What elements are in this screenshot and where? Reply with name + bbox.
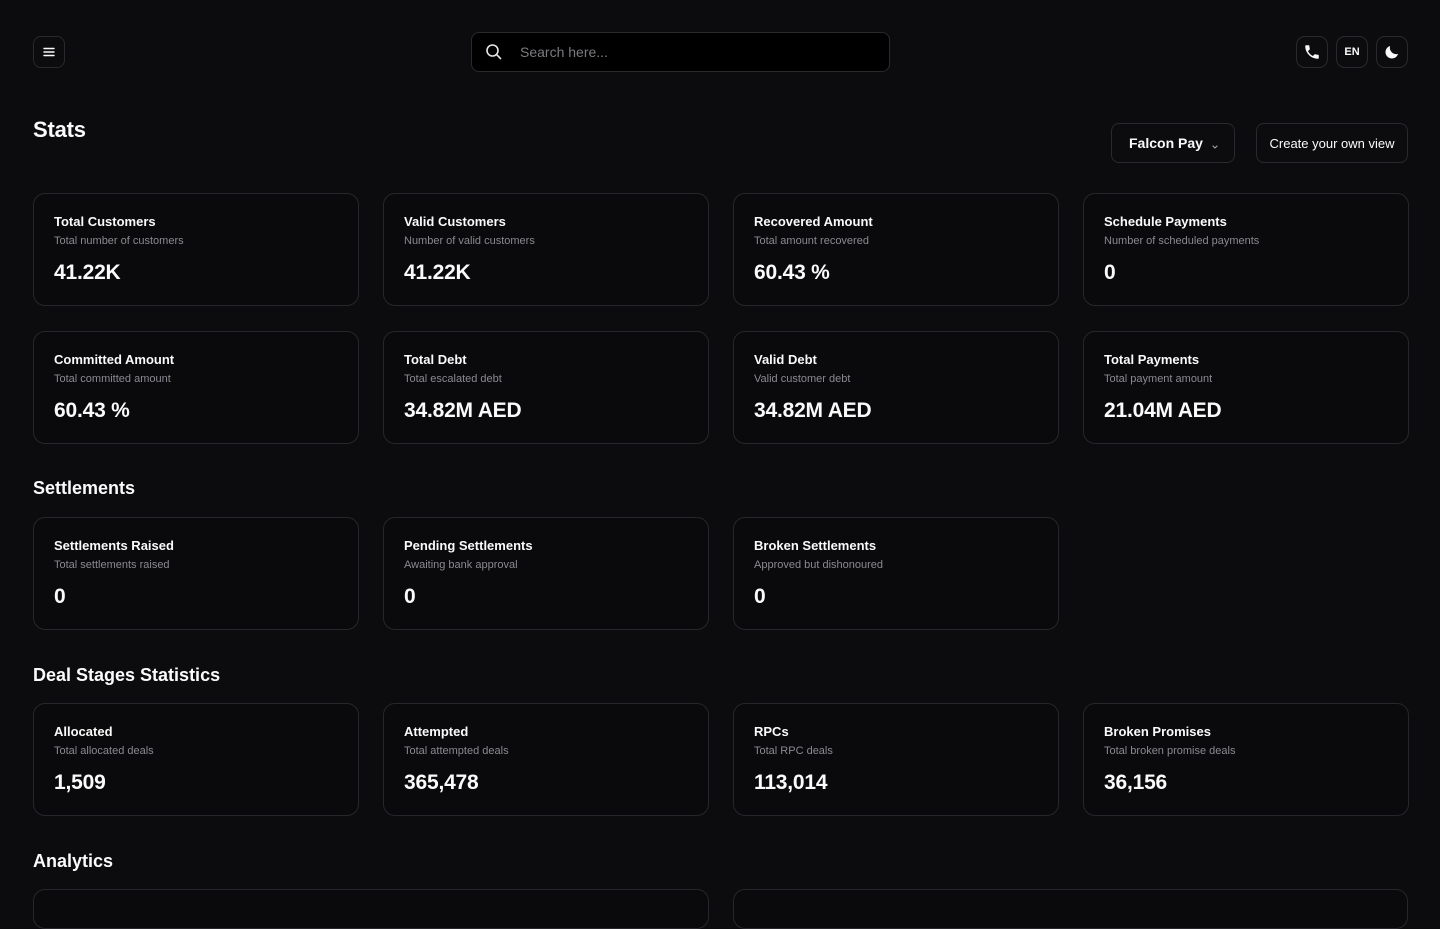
settlement-card-pending: Pending Settlements Awaiting bank approv…: [383, 517, 709, 630]
card-subtitle: Number of scheduled payments: [1104, 235, 1260, 247]
view-select-value: Falcon Pay: [1129, 135, 1203, 151]
card-value: 365,478: [404, 771, 479, 794]
deal-card-allocated: Allocated Total allocated deals 1,509: [33, 703, 359, 816]
card-title: Total Debt: [404, 352, 467, 367]
stat-card-schedule-payments: Schedule Payments Number of scheduled pa…: [1083, 193, 1409, 306]
stat-card-total-customers: Total Customers Total number of customer…: [33, 193, 359, 306]
top-bar: EN: [0, 0, 1440, 104]
card-title: Broken Settlements: [754, 538, 877, 553]
stat-card-total-debt: Total Debt Total escalated debt 34.82M A…: [383, 331, 709, 444]
hamburger-menu-icon: [43, 47, 55, 57]
stat-card-total-payments: Total Payments Total payment amount 21.0…: [1083, 331, 1409, 444]
card-subtitle: Number of valid customers: [404, 235, 535, 247]
card-subtitle: Total escalated debt: [404, 373, 502, 385]
card-value: 113,014: [754, 771, 828, 794]
settlements-section-title: Settlements: [33, 478, 136, 498]
card-title: Total Payments: [1104, 352, 1200, 367]
deal-card-rpcs: RPCs Total RPC deals 113,014: [733, 703, 1059, 816]
stat-card-valid-debt: Valid Debt Valid customer debt 34.82M AE…: [733, 331, 1059, 444]
card-value: 41.22K: [404, 261, 471, 284]
card-value: 21.04M AED: [1104, 399, 1222, 422]
stat-card-recovered-amount: Recovered Amount Total amount recovered …: [733, 193, 1059, 306]
card-subtitle: Total settlements raised: [54, 559, 170, 571]
settlement-card-raised: Settlements Raised Total settlements rai…: [33, 517, 359, 630]
card-value: 0: [54, 585, 66, 608]
phone-icon: [1305, 45, 1319, 59]
language-button[interactable]: EN: [1336, 36, 1368, 68]
card-value: 0: [404, 585, 416, 608]
analytics-card-right: [733, 889, 1408, 929]
card-value: 0: [1104, 261, 1116, 284]
card-title: Valid Debt: [754, 352, 817, 367]
stat-card-valid-customers: Valid Customers Number of valid customer…: [383, 193, 709, 306]
card-value: 41.22K: [54, 261, 121, 284]
language-label: EN: [1344, 46, 1360, 58]
stat-card-committed-amount: Committed Amount Total committed amount …: [33, 331, 359, 444]
theme-toggle-button[interactable]: [1376, 36, 1408, 68]
menu-button[interactable]: [33, 36, 65, 68]
card-subtitle: Total RPC deals: [754, 745, 833, 757]
card-subtitle: Total committed amount: [54, 373, 171, 385]
card-subtitle: Total attempted deals: [404, 745, 509, 757]
create-view-label: Create your own view: [1269, 135, 1395, 151]
analytics-card-left: [33, 889, 709, 929]
card-title: Allocated: [54, 724, 113, 739]
card-value: 36,156: [1104, 771, 1168, 794]
card-value: 60.43 %: [54, 399, 130, 422]
card-title: Pending Settlements: [404, 538, 533, 553]
card-title: Valid Customers: [404, 214, 506, 229]
analytics-section-title: Analytics: [33, 851, 114, 871]
card-subtitle: Total amount recovered: [754, 235, 869, 247]
card-subtitle: Total number of customers: [54, 235, 184, 247]
card-subtitle: Total allocated deals: [54, 745, 154, 757]
card-value: 34.82M AED: [754, 399, 872, 422]
create-view-button[interactable]: Create your own view: [1256, 123, 1408, 163]
card-subtitle: Approved but dishonoured: [754, 559, 884, 571]
card-title: Committed Amount: [54, 352, 175, 367]
settlement-card-broken: Broken Settlements Approved but dishonou…: [733, 517, 1059, 630]
card-title: Settlements Raised: [54, 538, 174, 553]
card-title: Recovered Amount: [754, 214, 873, 229]
card-title: Broken Promises: [1104, 724, 1211, 739]
deal-stages-section-title: Deal Stages Statistics: [33, 665, 221, 685]
page-title: Stats: [33, 117, 86, 142]
search-icon: [472, 43, 516, 61]
card-title: Total Customers: [54, 214, 156, 229]
card-value: 60.43 %: [754, 261, 830, 284]
moon-icon: [1385, 46, 1398, 59]
view-select[interactable]: Falcon Pay: [1111, 123, 1235, 163]
search-input[interactable]: [516, 33, 889, 71]
card-title: Schedule Payments: [1104, 214, 1227, 229]
card-subtitle: Total broken promise deals: [1104, 745, 1236, 757]
card-value: 1,509: [54, 771, 106, 794]
call-button[interactable]: [1296, 36, 1328, 68]
card-value: 34.82M AED: [404, 399, 522, 422]
card-subtitle: Total payment amount: [1104, 373, 1213, 385]
deal-card-broken-promises: Broken Promises Total broken promise dea…: [1083, 703, 1409, 816]
chevron-down-icon: [1212, 145, 1218, 149]
card-subtitle: Valid customer debt: [754, 373, 851, 385]
card-title: RPCs: [754, 724, 789, 739]
card-subtitle: Awaiting bank approval: [404, 559, 518, 571]
card-value: 0: [754, 585, 766, 608]
search-bar: [471, 32, 890, 72]
deal-card-attempted: Attempted Total attempted deals 365,478: [383, 703, 709, 816]
card-title: Attempted: [404, 724, 469, 739]
